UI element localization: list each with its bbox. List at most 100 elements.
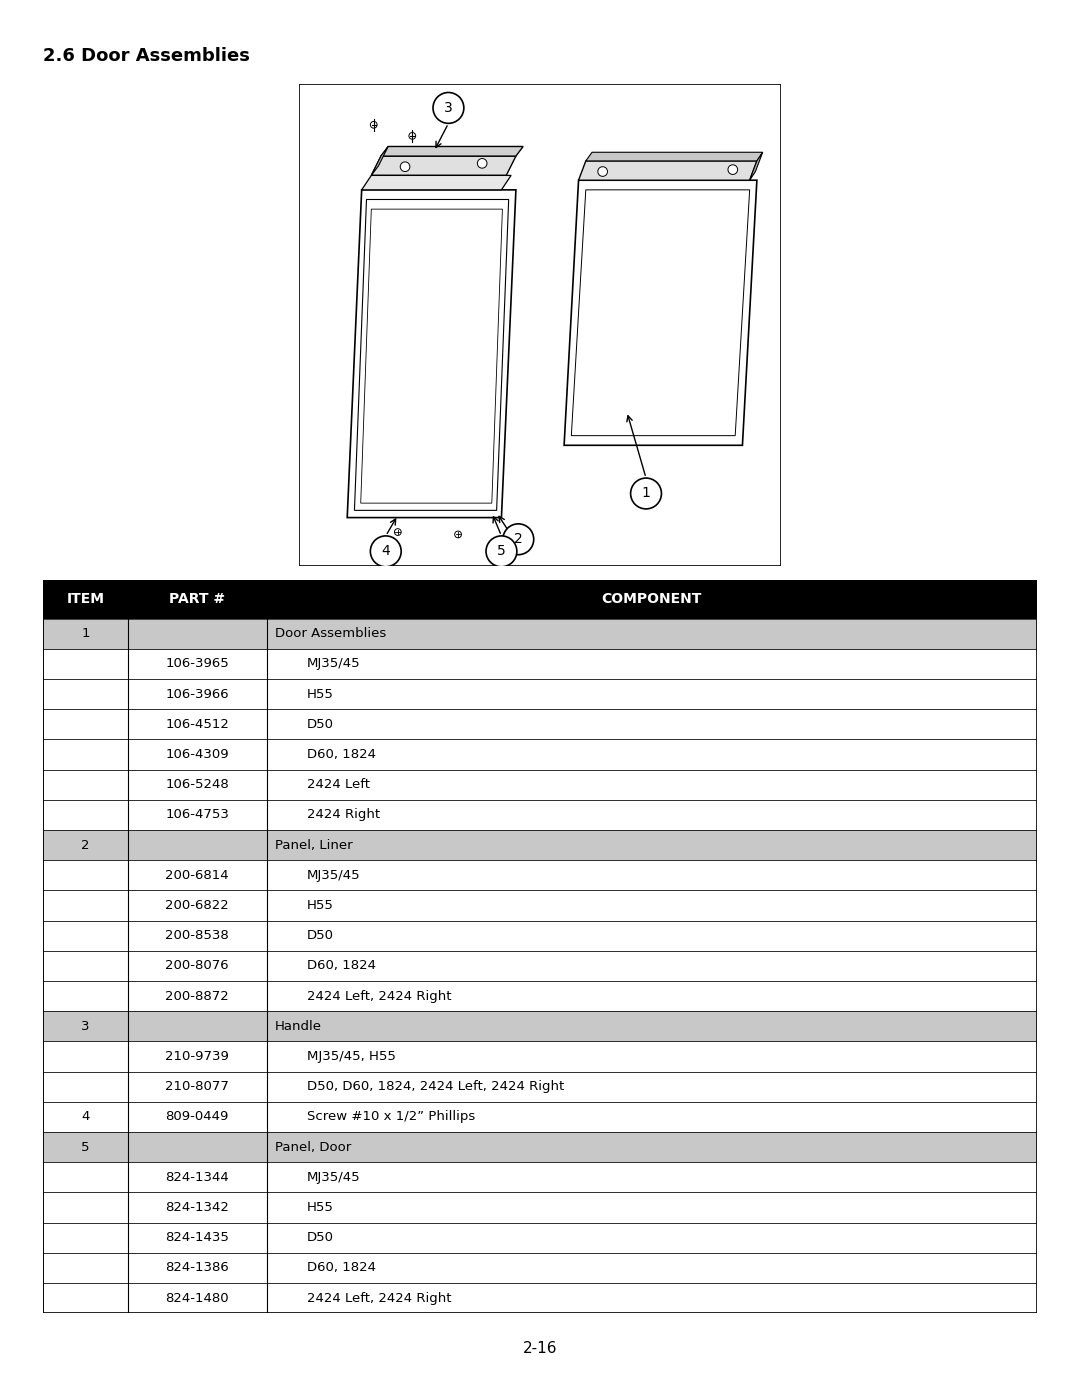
Text: ITEM: ITEM (67, 592, 105, 606)
Circle shape (503, 524, 534, 555)
Text: 1: 1 (81, 627, 90, 640)
Bar (43, 1282, 127, 1313)
Text: 200-6822: 200-6822 (165, 900, 229, 912)
Bar (267, 1222, 1037, 1253)
Text: Screw #10 x 1/2” Phillips: Screw #10 x 1/2” Phillips (307, 1111, 475, 1123)
Polygon shape (354, 200, 509, 510)
Text: 106-4309: 106-4309 (165, 747, 229, 761)
Bar (43, 1253, 127, 1282)
Text: D60, 1824: D60, 1824 (307, 1261, 376, 1274)
Bar (267, 619, 1037, 648)
Bar (267, 1071, 1037, 1102)
Bar (127, 1041, 267, 1071)
Bar (127, 1253, 267, 1282)
Bar (127, 861, 267, 890)
Bar (43, 800, 127, 830)
Text: 824-1386: 824-1386 (165, 1261, 229, 1274)
Text: 106-4512: 106-4512 (165, 718, 229, 731)
Polygon shape (362, 176, 511, 190)
Bar (267, 679, 1037, 710)
Bar (267, 1282, 1037, 1313)
Bar (127, 951, 267, 981)
Bar (267, 981, 1037, 1011)
Bar (127, 1222, 267, 1253)
Circle shape (433, 92, 463, 123)
Bar (127, 679, 267, 710)
Bar (267, 861, 1037, 890)
Circle shape (486, 536, 517, 567)
Bar (267, 1132, 1037, 1162)
Polygon shape (564, 180, 757, 446)
Bar (127, 800, 267, 830)
Bar (127, 739, 267, 770)
Bar (43, 1011, 127, 1041)
Text: MJ35/45, H55: MJ35/45, H55 (307, 1051, 395, 1063)
Text: 3: 3 (81, 1020, 90, 1032)
Circle shape (401, 162, 410, 172)
Text: MJ35/45: MJ35/45 (307, 1171, 360, 1183)
Bar (43, 1132, 127, 1162)
Bar (43, 830, 127, 861)
Text: 2424 Left, 2424 Right: 2424 Left, 2424 Right (307, 989, 451, 1003)
Text: 200-8872: 200-8872 (165, 989, 229, 1003)
Text: 106-3966: 106-3966 (165, 687, 229, 701)
Bar (267, 951, 1037, 981)
Bar (127, 1162, 267, 1193)
Bar (127, 1193, 267, 1222)
Text: D50, D60, 1824, 2424 Left, 2424 Right: D50, D60, 1824, 2424 Left, 2424 Right (307, 1080, 564, 1094)
Polygon shape (372, 156, 516, 176)
Bar (43, 679, 127, 710)
Polygon shape (372, 147, 388, 176)
Text: 824-1344: 824-1344 (165, 1171, 229, 1183)
Bar (267, 710, 1037, 739)
Text: MJ35/45: MJ35/45 (307, 869, 360, 882)
Text: 2: 2 (514, 532, 523, 546)
Text: 4: 4 (81, 1111, 90, 1123)
Polygon shape (381, 147, 523, 156)
Text: H55: H55 (307, 687, 334, 701)
Bar (267, 739, 1037, 770)
Text: 5: 5 (81, 1140, 90, 1154)
Text: 2.6 Door Assemblies: 2.6 Door Assemblies (43, 47, 251, 64)
Text: Panel, Liner: Panel, Liner (274, 838, 352, 852)
Text: D50: D50 (307, 929, 334, 942)
Bar (43, 981, 127, 1011)
Bar (127, 921, 267, 951)
Bar (43, 890, 127, 921)
Bar (267, 890, 1037, 921)
Bar (267, 921, 1037, 951)
Bar (267, 1011, 1037, 1041)
Polygon shape (579, 161, 757, 180)
Bar (127, 890, 267, 921)
Text: 2424 Left, 2424 Right: 2424 Left, 2424 Right (307, 1292, 451, 1305)
Bar (43, 1222, 127, 1253)
Bar (267, 1041, 1037, 1071)
Bar (267, 648, 1037, 679)
Bar (43, 648, 127, 679)
Text: 2424 Right: 2424 Right (307, 809, 380, 821)
Bar (127, 1011, 267, 1041)
Bar (127, 580, 267, 619)
Text: 200-6814: 200-6814 (165, 869, 229, 882)
Bar (127, 619, 267, 648)
Bar (267, 1193, 1037, 1222)
Polygon shape (347, 190, 516, 518)
Bar (43, 951, 127, 981)
Bar (267, 1162, 1037, 1193)
Bar (267, 1253, 1037, 1282)
Bar (127, 1071, 267, 1102)
Text: Handle: Handle (274, 1020, 322, 1032)
Bar (43, 1102, 127, 1132)
Bar (267, 1102, 1037, 1132)
Polygon shape (750, 152, 762, 180)
Circle shape (598, 166, 607, 176)
Text: 2: 2 (81, 838, 90, 852)
Bar (43, 1071, 127, 1102)
Bar (127, 770, 267, 800)
Bar (267, 580, 1037, 619)
Bar (267, 800, 1037, 830)
Text: Panel, Door: Panel, Door (274, 1140, 351, 1154)
Text: 106-4753: 106-4753 (165, 809, 229, 821)
Text: COMPONENT: COMPONENT (602, 592, 702, 606)
Text: 5: 5 (497, 545, 505, 559)
